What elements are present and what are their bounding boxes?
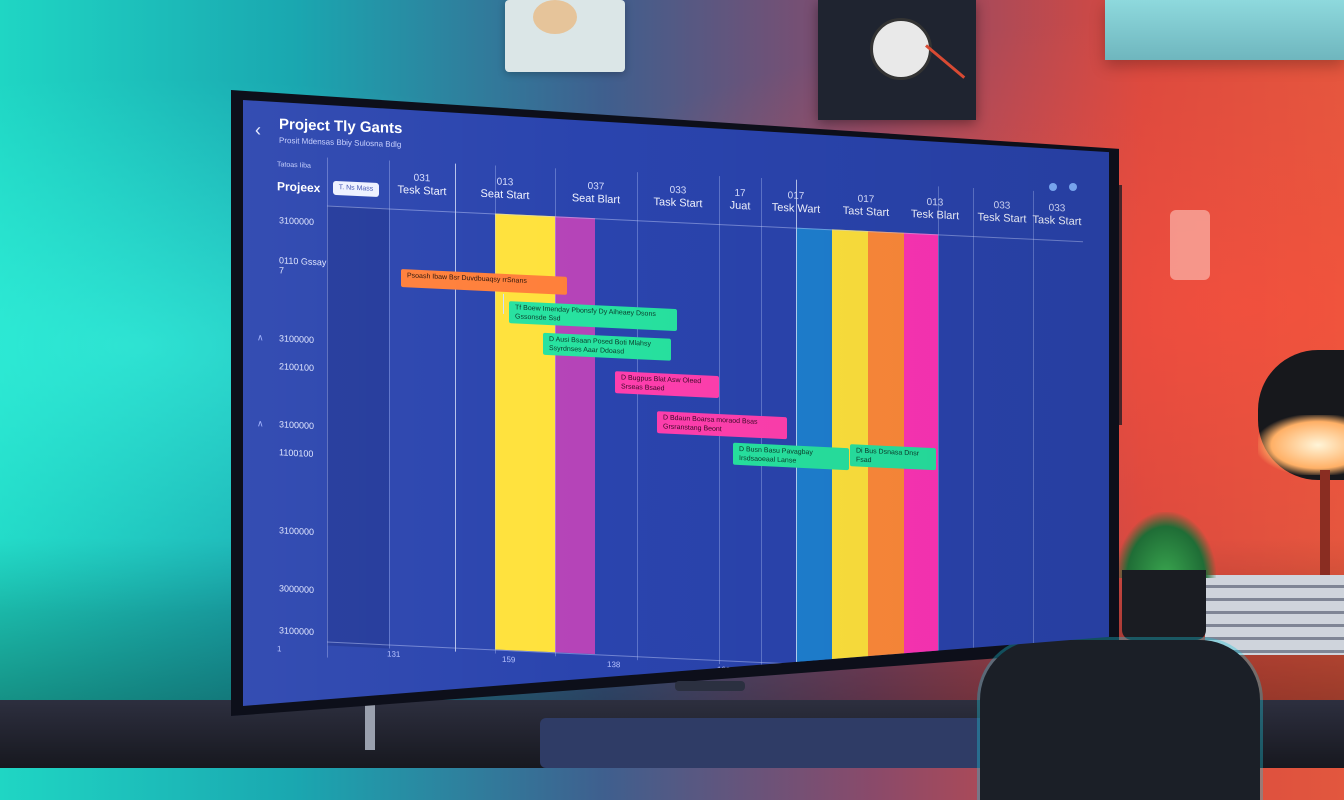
grid-line xyxy=(796,179,797,668)
column-label: Tesk Wart xyxy=(771,201,821,216)
column-label: Seat Start xyxy=(480,187,530,203)
keyboard xyxy=(540,718,1000,768)
column-label: Seat Blart xyxy=(571,192,621,207)
settings-dot-icon[interactable] xyxy=(1069,183,1077,191)
row-label: 2100100 xyxy=(279,361,315,373)
grid-line xyxy=(455,163,456,652)
chevron-left-icon[interactable]: ‹ xyxy=(255,120,261,140)
grid-line xyxy=(389,160,390,649)
plant-pot xyxy=(1122,570,1206,640)
status-dot-icon[interactable] xyxy=(1048,183,1057,191)
row-label: 0110 Gssay 7 xyxy=(279,255,327,276)
page-subtitle: Prosit Mdensas Bbiy Sulosna Bdlg xyxy=(279,135,402,150)
column-header: 031 Tesk Start xyxy=(389,170,455,199)
task-bar[interactable]: Di Bus Dsnasa Dnsr Fsad xyxy=(850,444,936,471)
column-label: Juat xyxy=(729,199,751,213)
monitor-webcam xyxy=(675,681,745,691)
footer-label: 159 xyxy=(502,654,516,665)
task-bar[interactable]: D Busn Basu Pavagbay Irsdsaoeaal Lanse xyxy=(733,442,849,471)
gantt-app-window: ‹ Project Tly Gants Prosit Mdensas Bbiy … xyxy=(243,100,1109,706)
clock-face xyxy=(870,18,932,80)
footer-label: 138 xyxy=(607,659,621,670)
grid-line xyxy=(1033,190,1034,679)
clock-hand xyxy=(925,44,966,79)
page-title: Project Tly Gants xyxy=(279,115,403,138)
grid-line xyxy=(555,168,556,657)
column-header: 033 Task Start xyxy=(1031,201,1083,229)
grid-line xyxy=(495,165,496,654)
column-header: 033 Tesk Start xyxy=(969,198,1035,227)
task-bar[interactable]: D Bugpus Blat Asw Oleed Srseas Bsaed xyxy=(615,371,719,399)
column-header: 017 Tesk Wart xyxy=(761,188,831,217)
footer-label: 131 xyxy=(387,649,401,660)
desk-lamp-arm xyxy=(1320,470,1330,580)
footer-label: 1 xyxy=(277,644,282,654)
column-label: Tast Start xyxy=(842,204,890,220)
column-header: 013 Seat Start xyxy=(455,174,555,205)
column-header: 017 Tast Start xyxy=(831,191,901,220)
column-header: 037 Seat Blart xyxy=(555,178,637,208)
column-label: Tesk Blart xyxy=(910,208,960,223)
wall-knob xyxy=(533,0,577,34)
wall-outlet xyxy=(1170,210,1210,280)
wall-switch-frame xyxy=(505,0,625,72)
row-label: 3000000 xyxy=(279,583,315,595)
row-label: 1100100 xyxy=(279,447,314,459)
column-label: Task Start xyxy=(653,195,703,211)
book-stack xyxy=(1205,575,1344,655)
column-header: 033 Task Start xyxy=(637,182,719,212)
row-label: 3100000 xyxy=(279,525,315,537)
timeline-header: 031 Tesk Start 013 Seat Start 037 Seat Blar… xyxy=(327,157,1083,243)
plant-leaves xyxy=(1116,512,1216,578)
task-bar[interactable]: D Bdaun Boarsa moraod Bsas Grsranstang B… xyxy=(657,411,787,440)
wall-shelf xyxy=(1105,0,1344,60)
grid-line xyxy=(938,186,939,675)
gantt-first-column xyxy=(327,205,389,649)
grid-line xyxy=(637,172,638,661)
column-header: 013 Tesk Blart xyxy=(901,195,969,224)
expand-icon[interactable]: ∧ xyxy=(257,418,264,429)
row-label: 3100000 xyxy=(279,419,315,431)
office-chair xyxy=(980,640,1260,800)
sidebar: Tatoas Iiba Projeex 3100000 0110 Gssay 7… xyxy=(257,155,328,658)
column-label: Tesk Start xyxy=(977,211,1027,226)
row-label: 3100000 xyxy=(279,333,315,345)
dependency-connector xyxy=(503,293,504,314)
sidebar-project-label: Projeex xyxy=(277,179,321,196)
column-header: 17 Juat xyxy=(719,186,761,214)
clock-poster xyxy=(818,0,976,120)
column-number: 17 xyxy=(734,187,746,200)
row-label: 3100000 xyxy=(279,625,315,637)
desk-lamp-bulb xyxy=(1258,415,1344,475)
sidebar-header: Tatoas Iiba xyxy=(277,161,311,170)
column-label: Task Start xyxy=(1032,213,1082,229)
column-label: Tesk Start xyxy=(397,183,447,199)
header-icons xyxy=(1041,178,1077,196)
gantt-grid: Tatoas Iiba Projeex 3100000 0110 Gssay 7… xyxy=(257,155,1083,706)
grid-line xyxy=(973,188,974,677)
collapse-icon[interactable]: ∧ xyxy=(257,332,264,343)
row-label: 3100000 xyxy=(279,215,315,227)
monitor-stand-left xyxy=(365,700,375,750)
